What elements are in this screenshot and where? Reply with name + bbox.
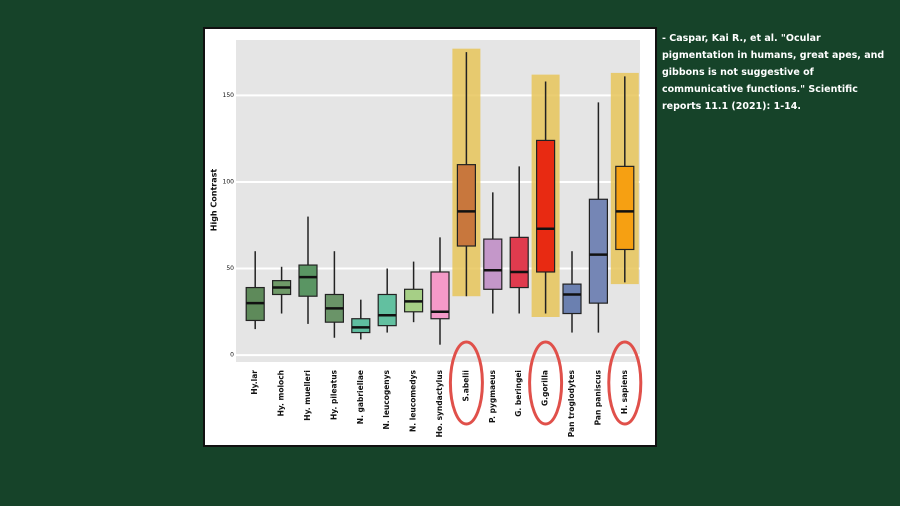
y-tick-label: 50 (226, 265, 234, 272)
box (509, 236, 529, 289)
x-tick-label: P. pygmaeus (488, 369, 497, 423)
box (535, 139, 556, 273)
x-tick-label: Pan troglodytes (567, 369, 576, 437)
x-tick-label: Pan paniscus (593, 369, 602, 425)
circle-annotation (528, 340, 564, 426)
citation: - Caspar, Kai R., et al. "Ocular pigment… (662, 33, 885, 112)
x-tick-label: Hy. muelleri (303, 370, 312, 421)
x-tick-label: S.abelii (461, 370, 470, 401)
box (298, 264, 318, 297)
box (483, 238, 503, 290)
y-tick-label: 100 (223, 178, 235, 185)
circle-annotation (607, 340, 643, 426)
x-tick-label: N. leucogenys (382, 369, 391, 429)
y-tick-label: 0 (230, 352, 234, 359)
x-tick-label: Hy. moloch (277, 370, 286, 416)
box (351, 318, 371, 334)
circle-annotation (448, 340, 484, 426)
box (456, 164, 476, 247)
y-axis-label: High Contrast (210, 169, 219, 232)
x-tick-label: Hy. pileatus (329, 369, 338, 420)
x-tick-label: H. sapiens (620, 369, 629, 414)
x-tick-label: G.gorilla (541, 370, 550, 406)
box (377, 293, 397, 327)
x-tick-label: Ho. syndactylus (435, 369, 444, 437)
box (562, 283, 582, 315)
box (588, 198, 609, 304)
x-tick-label: N. gabriellae (356, 370, 365, 424)
x-tick-label: G. beringei (514, 370, 523, 417)
box (615, 165, 635, 251)
y-tick-label: 150 (223, 92, 235, 99)
box (430, 271, 450, 320)
x-tick-label: Hy.lar (250, 370, 259, 395)
x-tick-label: N. leucomedys (409, 369, 418, 431)
